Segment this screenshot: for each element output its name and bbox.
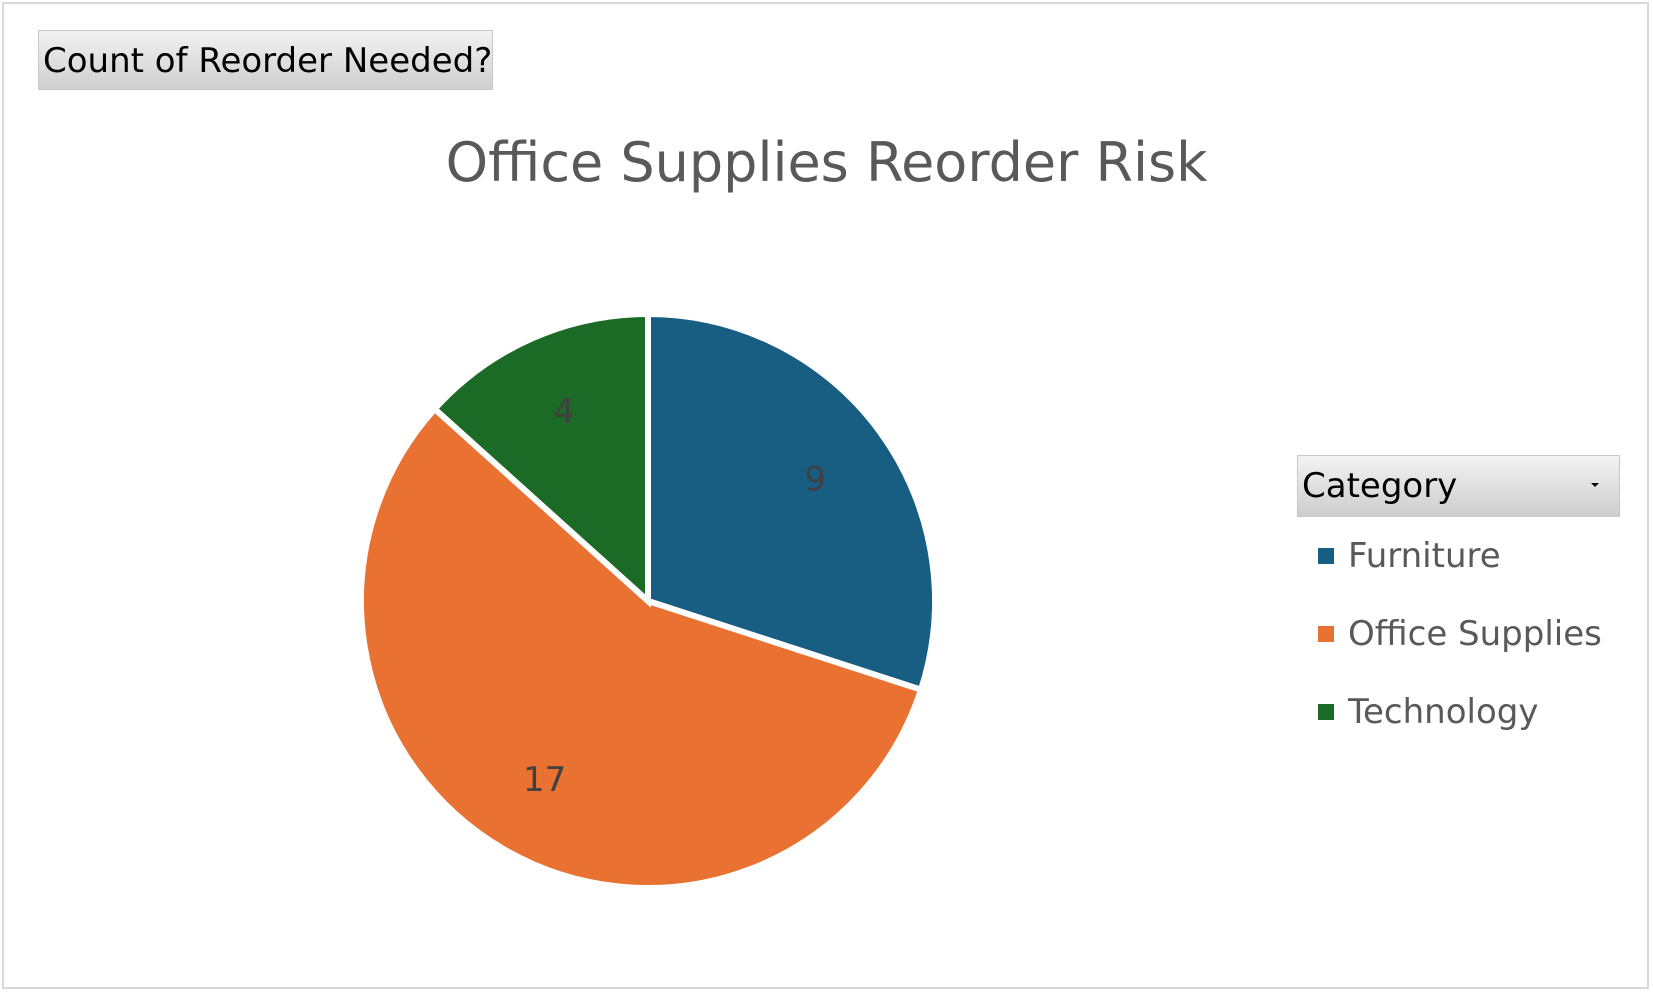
legend: Furniture Office Supplies Technology [1318, 532, 1648, 766]
dropdown-arrow-icon [1591, 483, 1599, 487]
data-label-office-supplies: 17 [523, 760, 566, 800]
pie-slice-office-supplies[interactable] [358, 404, 925, 891]
category-filter-label: Category [1302, 466, 1458, 506]
legend-item-office-supplies: Office Supplies [1318, 610, 1648, 688]
data-label-furniture: 9 [804, 460, 826, 500]
legend-swatch-furniture [1318, 548, 1334, 564]
legend-item-technology: Technology [1318, 688, 1648, 766]
legend-label-technology: Technology [1348, 692, 1539, 732]
category-filter-button[interactable]: Category [1297, 455, 1620, 517]
legend-swatch-office-supplies [1318, 626, 1334, 642]
legend-label-office-supplies: Office Supplies [1348, 614, 1602, 654]
data-label-technology: 4 [553, 392, 575, 432]
pie-slice-furniture[interactable] [645, 310, 938, 694]
pie-slice-technology[interactable] [430, 310, 651, 608]
legend-item-furniture: Furniture [1318, 532, 1648, 610]
legend-swatch-technology [1318, 704, 1334, 720]
legend-label-furniture: Furniture [1348, 536, 1501, 576]
value-field-button[interactable]: Count of Reorder Needed? [38, 30, 493, 90]
chart-title: Office Supplies Reorder Risk [445, 131, 1208, 194]
